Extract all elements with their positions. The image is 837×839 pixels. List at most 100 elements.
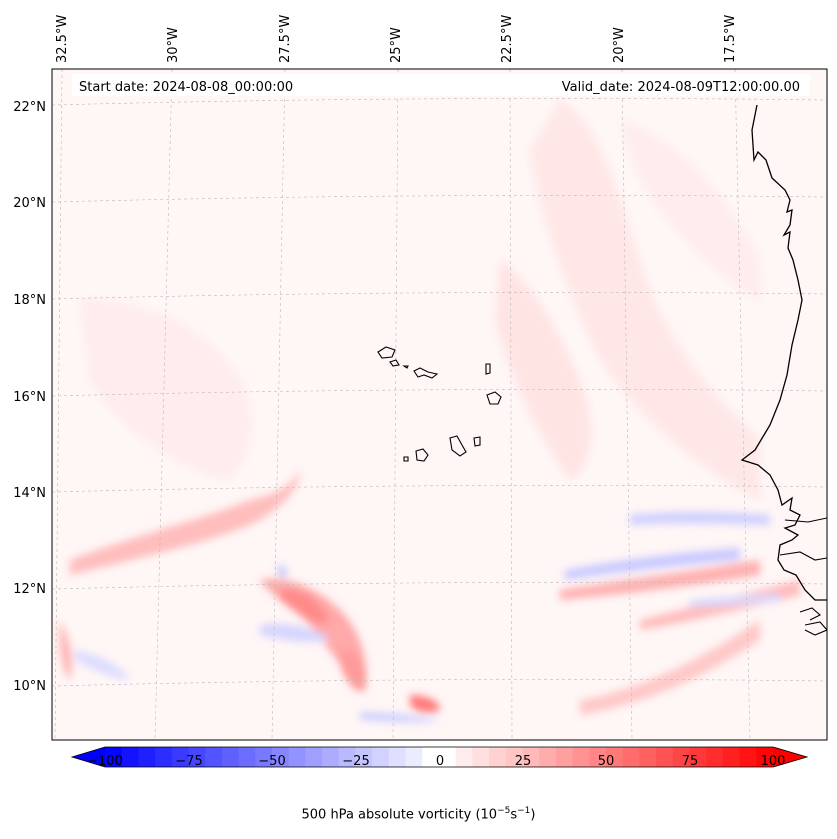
africa-coastline	[779, 517, 827, 636]
sao-nicolau-island	[413, 367, 439, 379]
lon-label: 17.5°W	[723, 15, 738, 63]
colorbar-swatch	[288, 747, 306, 767]
lat-label: 14°N	[13, 486, 46, 501]
cape-verde-islands	[377, 346, 502, 462]
lat-label: 16°N	[13, 390, 46, 405]
map-plot-area	[51, 68, 828, 741]
colorbar-swatch	[756, 747, 774, 767]
maio-island	[473, 436, 481, 447]
lon-label: 20°W	[612, 27, 627, 63]
brava-island	[403, 456, 409, 462]
vorticity-band	[260, 579, 367, 690]
colorbar-swatch	[188, 747, 206, 767]
lat-label: 18°N	[13, 293, 46, 308]
valid-date-label: Valid_date: 2024-08-09T12:00:00.00	[562, 80, 800, 95]
vorticity-negative	[75, 650, 130, 680]
colorbar-swatch	[205, 747, 223, 767]
lat-label: 22°N	[13, 100, 46, 115]
colorbar-tick: 100	[761, 754, 786, 769]
colorbar-swatch	[305, 747, 323, 767]
lon-label: 27.5°W	[278, 15, 293, 63]
colorbar-swatch	[489, 747, 507, 767]
vorticity-band	[560, 560, 760, 600]
vorticity-band	[70, 470, 300, 575]
colorbar-swatch	[656, 747, 674, 767]
colorbar-swatch	[171, 747, 190, 767]
vorticity-negative	[565, 548, 740, 580]
colorbar-tick: −75	[175, 754, 202, 769]
colorbar-swatch	[105, 747, 123, 767]
colorbar-swatch	[472, 747, 490, 767]
vorticity-negative	[690, 594, 780, 607]
lon-label: 32.5°W	[55, 15, 70, 63]
colorbar-swatch	[706, 747, 724, 767]
colorbar-swatch	[372, 747, 390, 767]
colorbar-tick: 0	[436, 754, 444, 769]
colorbar-label: 500 hPa absolute vorticity (10−5s−1)	[0, 806, 837, 822]
colorbar-tick: 75	[682, 754, 699, 769]
vorticity-band	[280, 589, 330, 624]
colorbar-tick: −100	[87, 754, 123, 769]
colorbar-tick: −50	[258, 754, 285, 769]
colorbar-swatch	[439, 747, 457, 767]
colorbar-tick: −25	[342, 754, 369, 769]
santa-luzia-island	[402, 365, 409, 369]
colorbar-swatch	[689, 747, 707, 767]
colorbar-swatch	[272, 747, 290, 767]
colorbar-label-end: )	[530, 807, 536, 823]
colorbar-swatch	[221, 747, 240, 767]
colorbar-tick: 50	[598, 754, 615, 769]
vorticity-patch	[530, 100, 760, 500]
vorticity-negative	[260, 623, 330, 643]
colorbar-ticks: −100 −75 −50 −25 0 25 50 75 100	[87, 754, 785, 769]
colorbar-tick: 25	[515, 754, 532, 769]
lat-label: 10°N	[13, 679, 46, 694]
colorbar-label-exponent: −1	[517, 806, 531, 816]
santiago-island	[449, 435, 467, 457]
colorbar-swatch	[422, 747, 440, 767]
santo-antao-island	[377, 346, 396, 359]
vorticity-field	[59, 100, 800, 723]
colorbar-swatch	[522, 747, 540, 767]
colorbar-swatch	[405, 747, 423, 767]
sao-vicente-island	[389, 359, 400, 367]
colorbar-label-text: 500 hPa absolute vorticity (10	[301, 807, 498, 823]
vorticity-negative	[277, 565, 288, 578]
vorticity-band	[340, 650, 367, 691]
lat-label: 20°N	[13, 196, 46, 211]
colorbar	[70, 746, 809, 768]
africa-coastline	[740, 104, 827, 601]
colorbar-swatch	[505, 747, 524, 767]
colorbar-swatch	[589, 747, 607, 767]
colorbar-outline	[70, 746, 809, 768]
colorbar-label-unit: s	[510, 807, 518, 823]
colorbar-swatch	[138, 747, 156, 767]
start-date-label: Start date: 2024-08-08_00:00:00	[79, 80, 293, 95]
lon-label: 22.5°W	[500, 15, 515, 63]
latitude-labels: 22°N 20°N 18°N 16°N 14°N 12°N 10°N	[13, 100, 46, 694]
vorticity-patch	[495, 260, 591, 480]
vorticity-band	[59, 620, 72, 680]
colorbar-swatch	[722, 747, 741, 767]
colorbar-extend-min	[72, 747, 105, 767]
colorbar-extend-max	[773, 747, 807, 767]
colorbar-swatch	[388, 747, 407, 767]
graticule	[52, 69, 827, 740]
colorbar-swatch	[622, 747, 640, 767]
colorbar-swatch	[338, 747, 357, 767]
colorbar-swatch	[606, 747, 624, 767]
colorbar-swatch	[572, 747, 590, 767]
vorticity-patch	[80, 300, 251, 480]
colorbar-swatch	[121, 747, 139, 767]
lon-label: 30°W	[166, 27, 181, 63]
lat-label: 12°N	[13, 582, 46, 597]
colorbar-swatch	[238, 747, 256, 767]
vorticity-negative	[630, 511, 770, 525]
colorbar-swatch	[322, 747, 340, 767]
vorticity-band	[580, 620, 760, 715]
colorbar-swatch	[555, 747, 574, 767]
vorticity-patch	[620, 120, 760, 300]
colorbar-swatch	[355, 747, 373, 767]
lon-label: 25°W	[389, 27, 404, 63]
